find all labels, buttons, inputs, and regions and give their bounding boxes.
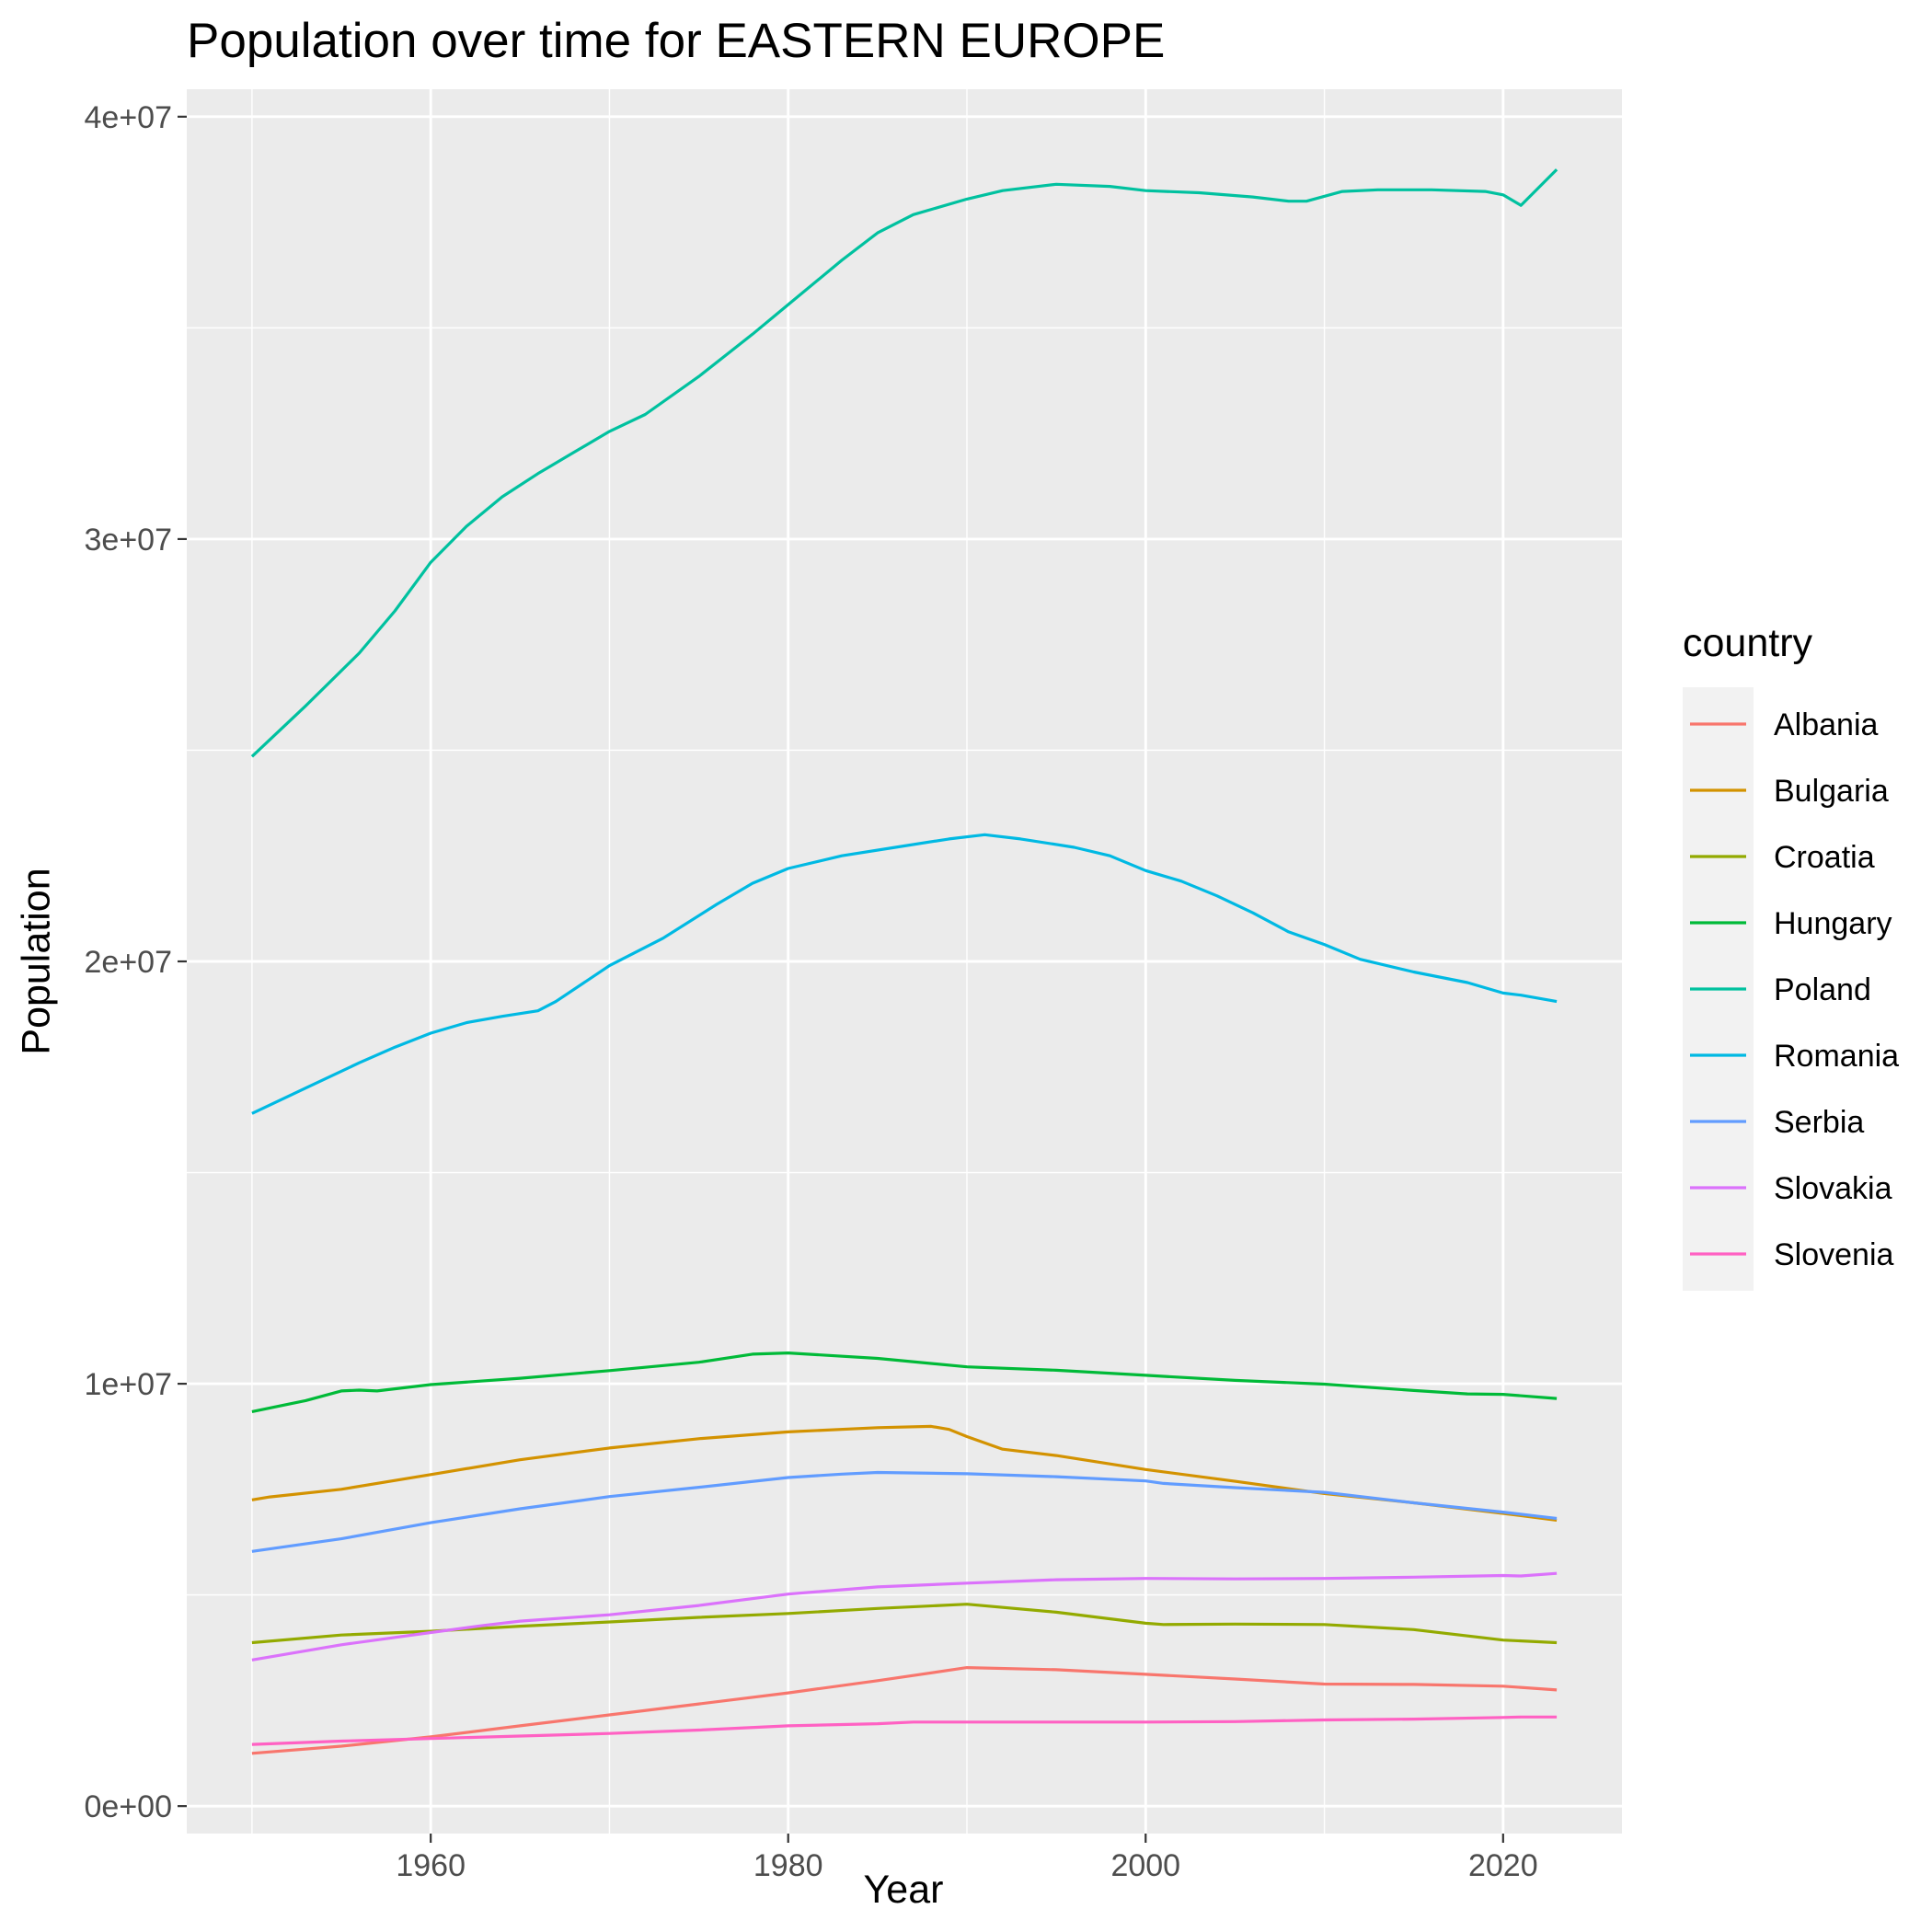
legend-label-hungary: Hungary — [1774, 906, 1892, 941]
series-line-hungary — [251, 1351, 1558, 1413]
legend-label-slovakia: Slovakia — [1774, 1171, 1892, 1206]
x-tick-label: 1960 — [396, 1848, 466, 1883]
series-line-serbia — [251, 1470, 1558, 1553]
legend-label-slovenia: Slovenia — [1774, 1237, 1894, 1272]
legend-label-bulgaria: Bulgaria — [1774, 774, 1889, 809]
x-tick-label: 2000 — [1110, 1848, 1180, 1883]
legend-label-poland: Poland — [1774, 972, 1871, 1007]
y-axis-title: Population — [14, 868, 59, 1055]
y-tick-label: 4e+07 — [85, 100, 173, 135]
legend-label-albania: Albania — [1774, 707, 1879, 742]
series-line-albania — [251, 1666, 1558, 1755]
y-tick-label: 1e+07 — [85, 1367, 173, 1402]
series-line-romania — [251, 833, 1558, 1115]
series-line-slovakia — [251, 1571, 1558, 1662]
series-line-croatia — [251, 1603, 1558, 1645]
legend-label-serbia: Serbia — [1774, 1105, 1864, 1140]
x-axis-title-text: Year — [863, 1868, 944, 1912]
y-tick-label: 0e+00 — [85, 1789, 173, 1824]
legend-title: country — [1683, 621, 1813, 665]
series-line-poland — [250, 168, 1558, 758]
x-tick-label: 1980 — [753, 1848, 823, 1883]
legend-label-croatia: Croatia — [1774, 840, 1875, 875]
x-tick-label: 2020 — [1468, 1848, 1538, 1883]
y-tick-label: 3e+07 — [85, 523, 173, 558]
chart-title: Population over time for EASTERN EUROPE — [187, 14, 1166, 68]
y-tick-label: 2e+07 — [85, 945, 173, 980]
series-line-slovenia — [251, 1715, 1558, 1746]
legend-label-romania: Romania — [1774, 1039, 1899, 1074]
